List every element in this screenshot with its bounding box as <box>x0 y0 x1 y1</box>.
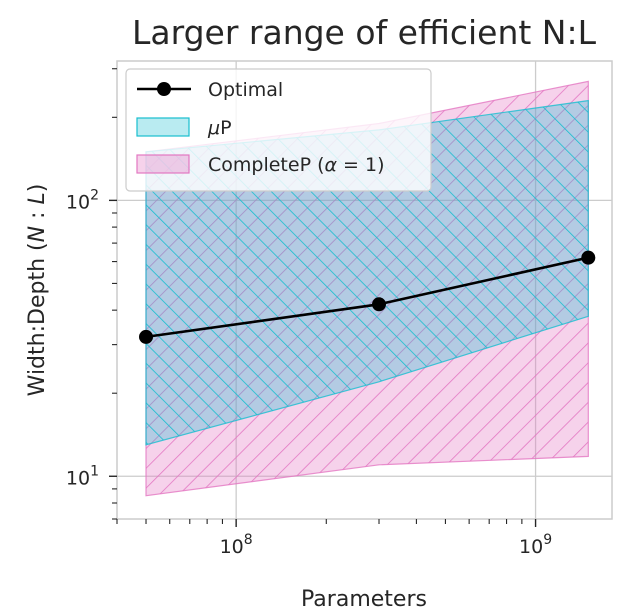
y-tick-label-0: 101 <box>66 463 99 489</box>
legend-mup-label: μP <box>207 117 232 139</box>
plot-frame <box>116 60 613 520</box>
x-axis-label: Parameters <box>301 587 427 612</box>
chart-title: Larger range of efficient N:L <box>132 13 597 52</box>
y-axis-label: Width:Depth (N : L) <box>25 184 50 397</box>
legend-completep-label: CompleteP (α = 1) <box>208 154 385 176</box>
optimal-point-2 <box>581 250 596 265</box>
legend-optimal-marker <box>157 82 171 96</box>
legend-mup-swatch <box>136 117 190 137</box>
legend: Optimal μP CompleteP (α = 1) <box>125 68 432 192</box>
x-tick-label-0: 108 <box>220 532 253 558</box>
optimal-point-0 <box>139 329 154 344</box>
y-tick-label-1: 102 <box>66 187 99 213</box>
legend-frame <box>125 68 432 192</box>
series-lines <box>139 250 596 344</box>
legend-optimal-label: Optimal <box>208 79 283 101</box>
optimal-point-1 <box>372 297 387 312</box>
x-tick-label-1: 109 <box>519 532 552 558</box>
legend-completep-swatch <box>136 154 190 174</box>
